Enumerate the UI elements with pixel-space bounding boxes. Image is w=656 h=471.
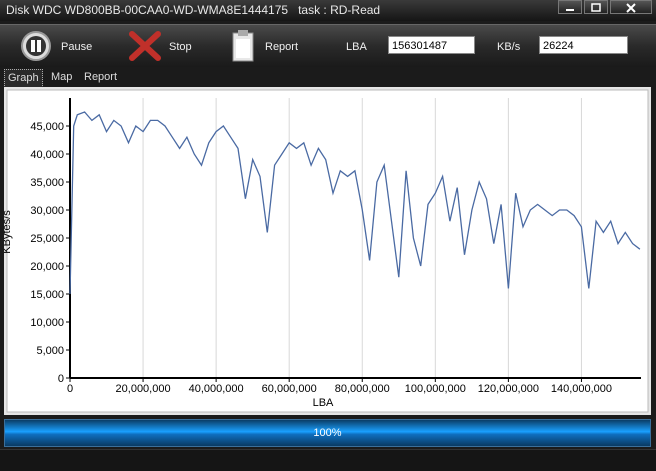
plot-background [6, 89, 649, 413]
chart: LBA KBytes/s 0 20,000,000 40,000,000 60,000… [4, 89, 649, 413]
status-bar [0, 449, 656, 471]
data-line [69, 111, 641, 295]
y-tick-label: 30,000 [30, 205, 64, 217]
x-tick-label: 80,000,000 [335, 383, 390, 395]
y-tick-label: 40,000 [30, 149, 64, 161]
stop-icon[interactable] [128, 30, 162, 62]
report-icon[interactable] [230, 29, 256, 63]
x-tick-label: 60,000,000 [262, 383, 317, 395]
x-tick-label: 120,000,000 [478, 383, 539, 395]
lba-field[interactable]: 156301487 [388, 36, 475, 54]
y-tick-label: 5,000 [36, 345, 64, 357]
x-tick-label: 40,000,000 [189, 383, 244, 395]
progress-label: 100% [313, 427, 342, 439]
x-axis-label: LBA [313, 397, 334, 409]
pause-icon[interactable] [20, 30, 52, 62]
y-tick-label: 20,000 [30, 261, 64, 273]
progress-bar: 100% [4, 419, 651, 447]
x-tick-label: 140,000,000 [551, 383, 612, 395]
progress-fill [5, 420, 650, 446]
lba-label: LBA [346, 41, 367, 53]
x-tick-label: 0 [67, 383, 73, 395]
toolbar: Pause Stop Report LBA 156301487 KB/s 262… [0, 24, 656, 67]
y-tick-label: 25,000 [30, 233, 64, 245]
maximize-button[interactable] [584, 0, 608, 14]
speed-label: KB/s [497, 41, 521, 53]
y-tick-label: 35,000 [30, 177, 64, 189]
report-button[interactable]: Report [265, 41, 299, 53]
speed-field[interactable]: 26224 [539, 36, 628, 54]
x-tick-label: 20,000,000 [116, 383, 171, 395]
y-tick-label: 45,000 [30, 121, 64, 133]
window-title: Disk WDC WD800BB-00CAA0-WD-WMA8E1444175 … [6, 3, 381, 17]
minimize-button[interactable] [558, 0, 582, 14]
tab[interactable]: Report [84, 71, 118, 83]
y-tick-label: 0 [58, 373, 64, 385]
stop-button[interactable]: Stop [169, 41, 192, 53]
graph-panel: LBA KBytes/s 0 20,000,000 40,000,000 60,000… [4, 87, 651, 415]
y-tick-label: 15,000 [30, 289, 64, 301]
tab[interactable]: Map [51, 71, 73, 83]
tab[interactable]: Graph [4, 69, 43, 88]
y-tick-label: 10,000 [30, 317, 64, 329]
pause-button[interactable]: Pause [61, 41, 93, 53]
title-bar: Disk WDC WD800BB-00CAA0-WD-WMA8E1444175 … [0, 0, 656, 21]
x-tick-label: 100,000,000 [405, 383, 466, 395]
close-button[interactable] [610, 0, 652, 14]
y-axis-label: KBytes/s [4, 210, 13, 254]
